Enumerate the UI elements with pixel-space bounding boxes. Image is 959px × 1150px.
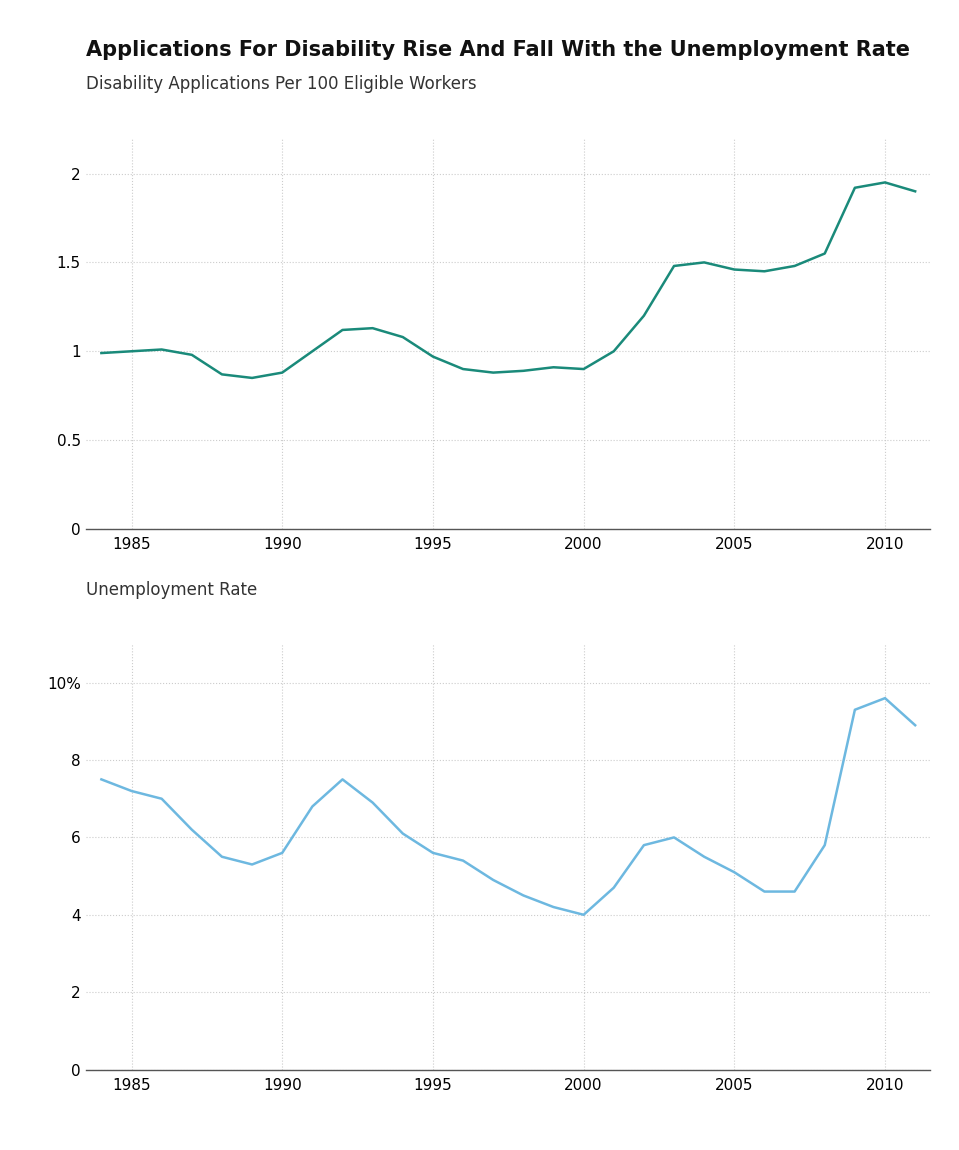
Text: Unemployment Rate: Unemployment Rate: [86, 581, 258, 599]
Text: Applications For Disability Rise And Fall With the Unemployment Rate: Applications For Disability Rise And Fal…: [86, 40, 910, 60]
Text: Disability Applications Per 100 Eligible Workers: Disability Applications Per 100 Eligible…: [86, 75, 477, 93]
